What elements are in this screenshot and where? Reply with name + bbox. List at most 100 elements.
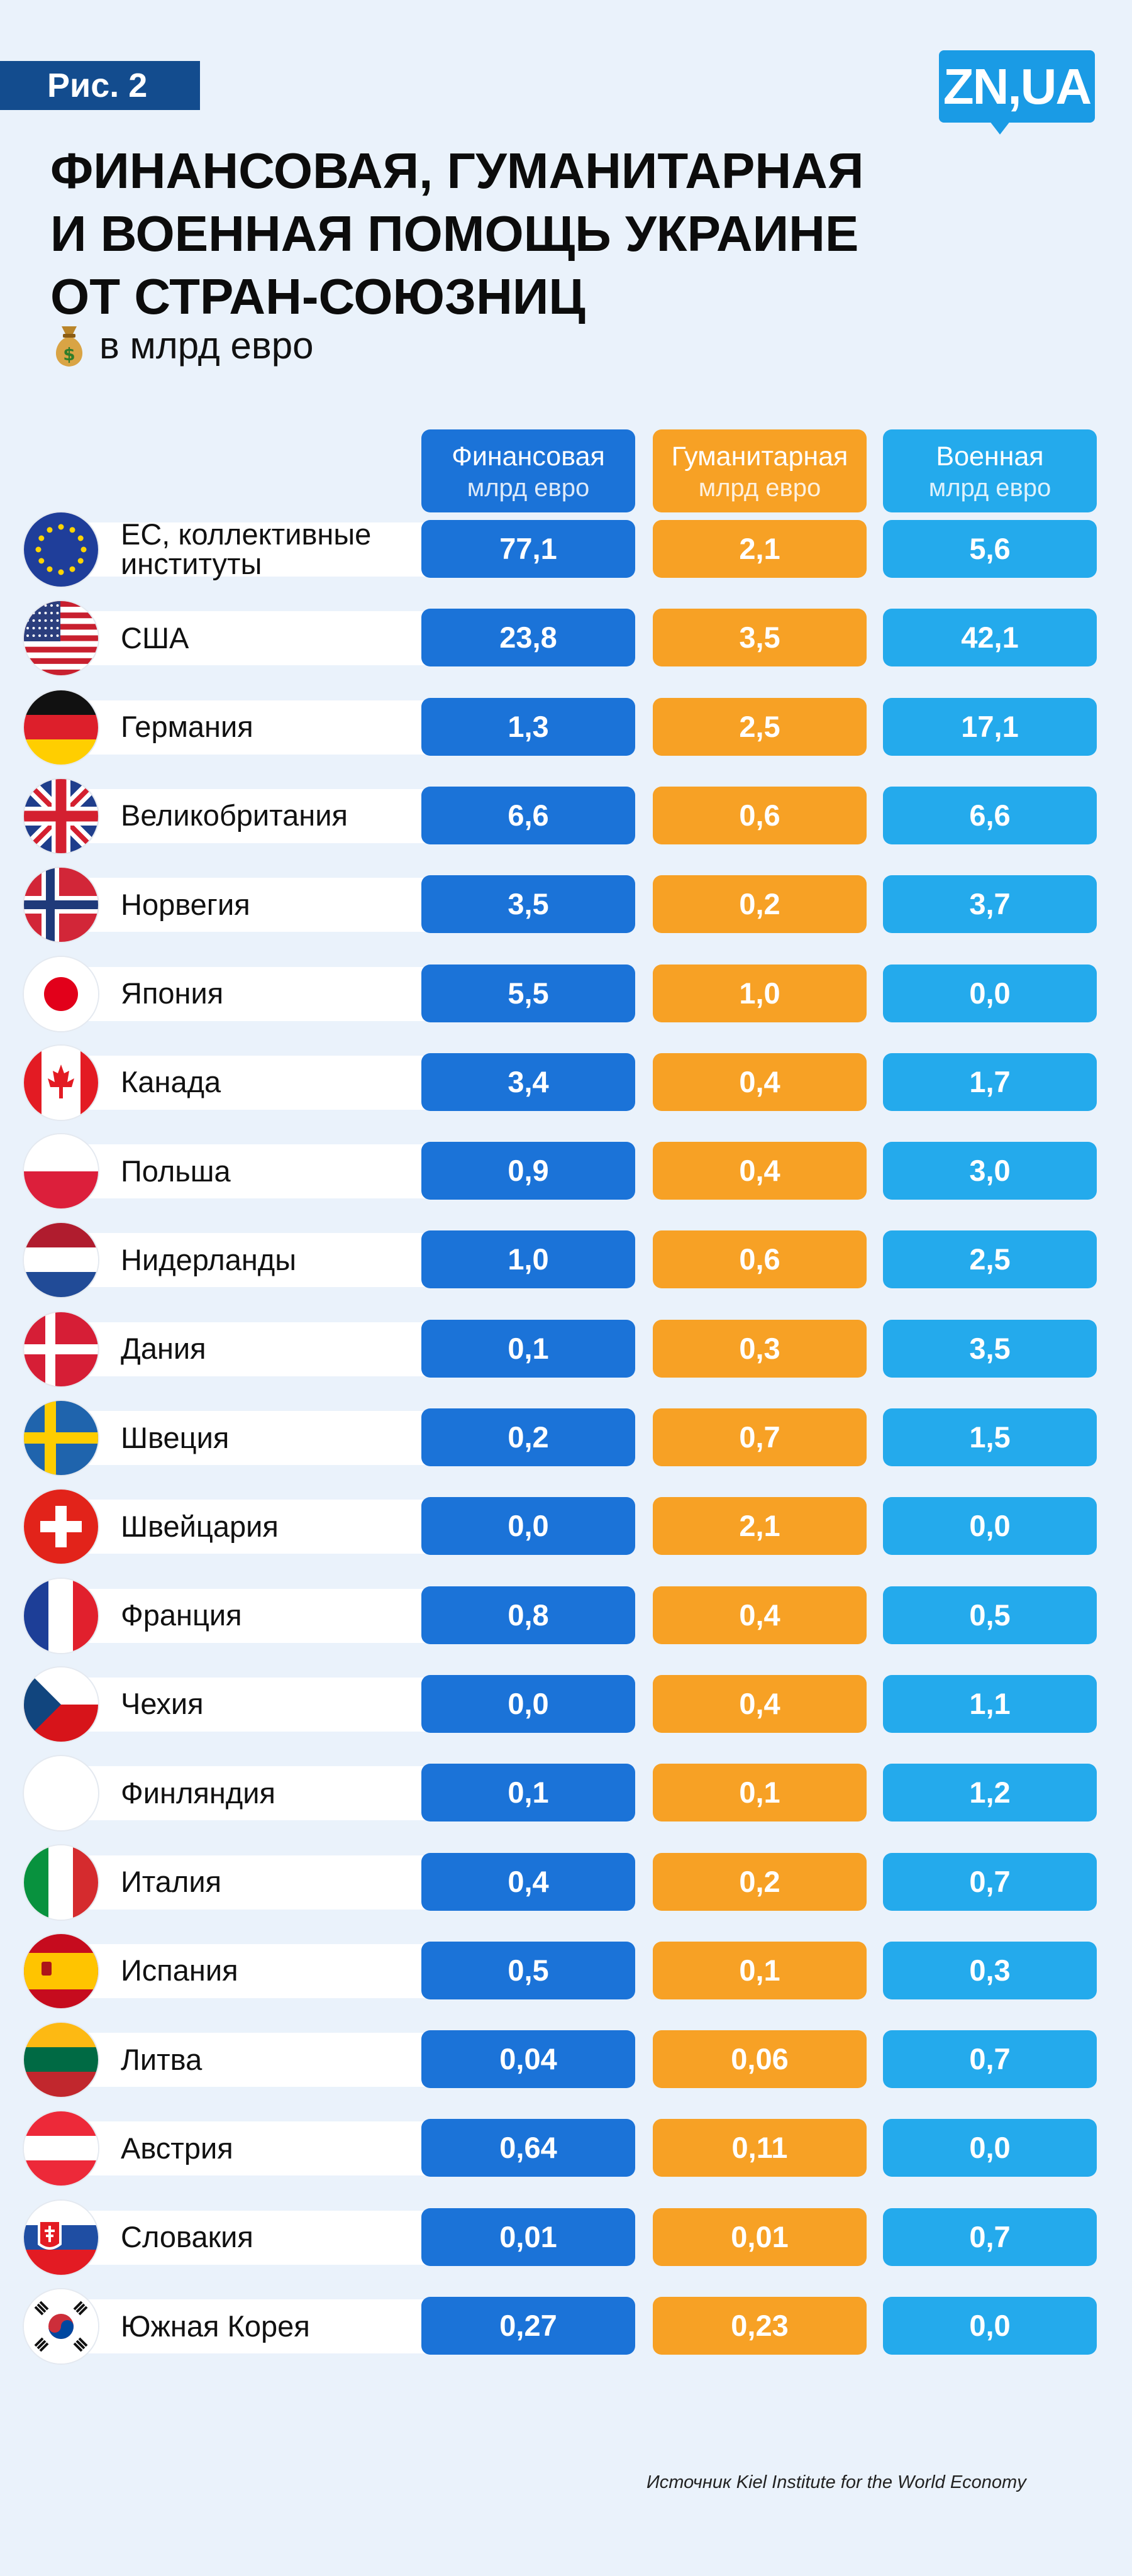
value-military: 3,7	[883, 875, 1097, 934]
source-note: Источник Kiel Institute for the World Ec…	[646, 2472, 1026, 2492]
value-humanitarian: 0,1	[653, 1764, 867, 1822]
value-financial: 23,8	[421, 609, 635, 667]
country-name: Испания	[121, 1954, 238, 1987]
value-military: 1,5	[883, 1408, 1097, 1466]
value-financial: 0,27	[421, 2297, 635, 2355]
value-military: 0,7	[883, 2208, 1097, 2266]
value-humanitarian: 0,2	[653, 1852, 867, 1911]
row-band	[49, 522, 484, 577]
table-row: Литва 0,04 0,06 0,7	[0, 2023, 1132, 2098]
country-name: Австрия	[121, 2131, 233, 2165]
subtitle: $ в млрд евро	[50, 318, 313, 374]
value-financial: 3,4	[421, 1053, 635, 1111]
title-line: ФИНАНСОВАЯ, ГУМАНИТАРНАЯ	[50, 143, 864, 199]
japan-flag-icon	[24, 956, 98, 1031]
value-financial: 0,1	[421, 1319, 635, 1378]
austria-flag-icon	[24, 2111, 98, 2186]
row-band	[49, 1943, 484, 1998]
country-name: Канада	[121, 1065, 221, 1099]
value-humanitarian: 0,06	[653, 2030, 867, 2089]
svg-text:$: $	[63, 344, 75, 365]
value-military: 0,5	[883, 1586, 1097, 1644]
row-band	[49, 1411, 484, 1465]
country-name: Великобритания	[121, 799, 348, 832]
value-financial: 0,04	[421, 2030, 635, 2089]
title-line: ОТ СТРАН-СОЮЗНИЦ	[50, 268, 585, 324]
row-band	[49, 1322, 484, 1376]
italy-flag-icon	[24, 1845, 98, 1920]
value-military: 0,0	[883, 1497, 1097, 1556]
row-band	[49, 1233, 484, 1288]
value-military: 6,6	[883, 786, 1097, 844]
finland-flag-icon	[24, 1756, 98, 1831]
value-military: 0,0	[883, 2297, 1097, 2355]
value-humanitarian: 0,4	[653, 1674, 867, 1733]
zn-ua-logo[interactable]: ZN,UA	[939, 50, 1095, 123]
column-header-title: Военная	[936, 441, 1044, 472]
column-header-title: Финансовая	[452, 441, 605, 472]
canada-flag-icon	[24, 1045, 98, 1120]
logo-tail-shape	[987, 118, 1013, 135]
column-header-title: Гуманитарная	[671, 441, 848, 472]
lithuania-flag-icon	[24, 2023, 98, 2098]
value-military: 1,7	[883, 1053, 1097, 1111]
table-row: Италия 0,4 0,2 0,7	[0, 1845, 1132, 1920]
page-title: ФИНАНСОВАЯ, ГУМАНИТАРНАЯ И ВОЕННАЯ ПОМОЩ…	[50, 140, 994, 328]
country-name: Литва	[121, 2042, 203, 2076]
value-military: 1,1	[883, 1674, 1097, 1733]
value-financial: 3,5	[421, 875, 635, 934]
table-row: Франция 0,8 0,4 0,5	[0, 1578, 1132, 1653]
value-humanitarian: 2,1	[653, 520, 867, 578]
row-band	[49, 1144, 484, 1199]
spain-flag-icon	[24, 1933, 98, 2008]
column-header-unit: млрд евро	[928, 474, 1052, 502]
row-band	[49, 2033, 484, 2087]
value-military: 0,0	[883, 964, 1097, 1022]
country-name: Германия	[121, 710, 253, 744]
value-financial: 6,6	[421, 786, 635, 844]
table-row: Южная Корея 0,27 0,23 0,0	[0, 2289, 1132, 2363]
value-humanitarian: 0,4	[653, 1142, 867, 1200]
france-flag-icon	[24, 1578, 98, 1653]
row-band	[49, 700, 484, 755]
sweden-flag-icon	[24, 1401, 98, 1475]
table-row: ЕС, коллективные институты 77,1 2,1 5,6	[0, 512, 1132, 587]
value-humanitarian: 0,01	[653, 2208, 867, 2266]
value-financial: 0,1	[421, 1764, 635, 1822]
country-name: Италия	[121, 1865, 222, 1898]
row-band	[49, 1500, 484, 1554]
row-band	[49, 1766, 484, 1821]
country-name: Нидерланды	[121, 1242, 297, 1276]
column-header-military: Военная млрд евро	[883, 429, 1097, 512]
value-military: 3,5	[883, 1319, 1097, 1378]
value-financial: 0,2	[421, 1408, 635, 1466]
country-name: Япония	[121, 976, 224, 1010]
table-row: Испания 0,5 0,1 0,3	[0, 1933, 1132, 2008]
country-name: США	[121, 621, 189, 655]
table-row: Нидерланды 1,0 0,6 2,5	[0, 1223, 1132, 1298]
value-humanitarian: 0,11	[653, 2119, 867, 2177]
country-name: Дания	[121, 1332, 206, 1366]
money-bag-icon: $	[55, 326, 83, 367]
value-humanitarian: 0,2	[653, 875, 867, 934]
value-military: 0,7	[883, 1852, 1097, 1911]
table-row: Швеция 0,2 0,7 1,5	[0, 1401, 1132, 1475]
country-name: Словакия	[121, 2220, 253, 2254]
table-row: Канада 3,4 0,4 1,7	[0, 1045, 1132, 1120]
value-humanitarian: 0,6	[653, 786, 867, 844]
country-name: ЕС, коллективные институты	[121, 517, 372, 580]
row-band	[49, 1855, 484, 1910]
value-financial: 0,9	[421, 1142, 635, 1200]
row-band	[49, 966, 484, 1021]
country-name: Чехия	[121, 1687, 204, 1721]
column-header-unit: млрд евро	[698, 474, 821, 502]
value-humanitarian: 0,3	[653, 1319, 867, 1378]
usa-flag-icon	[24, 601, 98, 676]
value-financial: 0,01	[421, 2208, 635, 2266]
table-row: Дания 0,1 0,3 3,5	[0, 1312, 1132, 1386]
country-name: Польша	[121, 1154, 231, 1188]
value-financial: 0,5	[421, 1941, 635, 1999]
value-financial: 77,1	[421, 520, 635, 578]
country-name: Южная Корея	[121, 2309, 310, 2343]
row-band	[49, 1588, 484, 1643]
